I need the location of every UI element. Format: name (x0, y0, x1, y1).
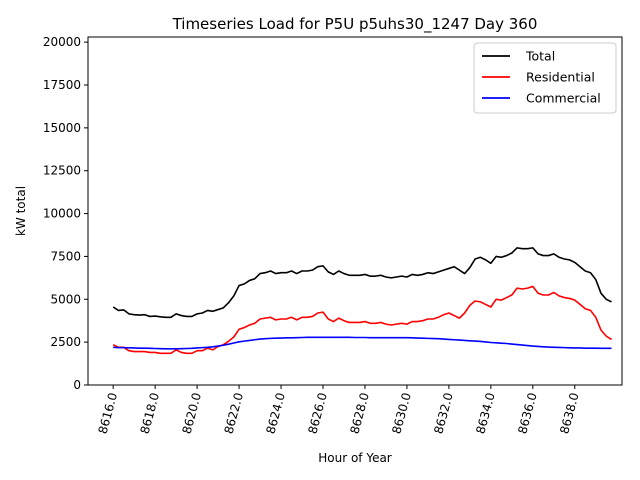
y-axis: 0 2500 5000 7500 10000 12500 15000 17500 20000 (43, 35, 88, 392)
x-tick-label: 8616.0 (96, 391, 120, 435)
y-tick-label: 10000 (43, 207, 81, 221)
x-tick-label: 8618.0 (138, 391, 162, 435)
legend-label-residential: Residential (526, 70, 595, 85)
x-tick-label: 8622.0 (222, 391, 246, 435)
y-tick-label: 12500 (43, 164, 81, 178)
x-tick-label: 8626.0 (306, 391, 330, 435)
x-tick-label: 8620.0 (180, 391, 204, 435)
y-tick-label: 7500 (50, 249, 81, 263)
y-tick-label: 0 (73, 378, 81, 392)
legend: Total Residential Commercial (473, 42, 617, 114)
series-line-residential (112, 285, 612, 355)
x-tick-label: 8636.0 (515, 391, 539, 435)
x-axis: 8616.0 8618.0 8620.0 8622.0 8624.0 8626.0 8628… (96, 385, 582, 435)
x-tick-label: 8628.0 (347, 391, 371, 435)
x-tick-label: 8630.0 (389, 391, 413, 435)
y-tick-label: 15000 (43, 121, 81, 135)
x-tick-label: 8634.0 (473, 391, 497, 435)
y-tick-label: 20000 (43, 35, 81, 49)
y-tick-label: 5000 (50, 292, 81, 306)
legend-label-total: Total (525, 49, 555, 64)
series-line-total (112, 247, 612, 319)
y-tick-label: 2500 (50, 335, 81, 349)
y-axis-label: kW total (14, 186, 28, 236)
series-line-commercial (113, 336, 612, 350)
x-axis-label: Hour of Year (318, 451, 392, 465)
x-tick-label: 8624.0 (264, 391, 288, 435)
x-tick-label: 8632.0 (431, 391, 455, 435)
series-layer (112, 247, 612, 355)
legend-label-commercial: Commercial (526, 91, 601, 106)
y-tick-label: 17500 (43, 78, 81, 92)
chart-title: Timeseries Load for P5U p5uhs30_1247 Day… (172, 15, 538, 34)
x-tick-label: 8638.0 (557, 391, 581, 435)
plot-border (87, 36, 623, 386)
legend-box (473, 42, 617, 114)
